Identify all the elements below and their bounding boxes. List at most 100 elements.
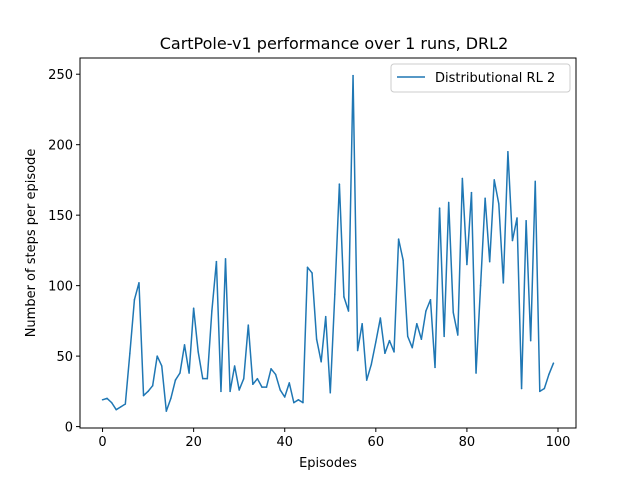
data-point bbox=[493, 179, 495, 181]
data-point bbox=[429, 298, 432, 301]
data-point bbox=[170, 397, 172, 400]
data-point bbox=[270, 368, 272, 370]
data-point bbox=[324, 315, 327, 318]
y-tick-label: 150 bbox=[48, 209, 73, 224]
data-point bbox=[138, 282, 140, 284]
data-point bbox=[147, 390, 149, 393]
y-tick-label: 50 bbox=[56, 350, 73, 365]
data-point bbox=[406, 335, 409, 338]
data-point bbox=[211, 310, 213, 312]
data-point bbox=[179, 372, 181, 374]
data-point bbox=[165, 410, 168, 412]
data-point bbox=[156, 355, 158, 357]
data-point bbox=[466, 263, 468, 266]
data-point bbox=[416, 322, 418, 325]
data-point bbox=[347, 310, 350, 312]
data-point bbox=[352, 74, 354, 77]
data-point bbox=[543, 387, 546, 390]
data-point bbox=[129, 352, 131, 355]
data-point bbox=[438, 207, 441, 209]
data-point bbox=[183, 344, 186, 346]
data-point bbox=[479, 284, 482, 287]
data-point bbox=[265, 386, 268, 388]
x-tick-label: 20 bbox=[185, 435, 202, 450]
data-point bbox=[548, 373, 550, 376]
data-point bbox=[452, 311, 455, 314]
y-tick-label: 250 bbox=[48, 68, 73, 83]
data-point bbox=[539, 390, 541, 393]
data-point bbox=[315, 338, 318, 340]
chart-title: CartPole-v1 performance over 1 runs, DRL… bbox=[160, 34, 509, 53]
x-tick-label: 80 bbox=[459, 435, 476, 450]
data-point bbox=[252, 383, 254, 386]
data-point bbox=[388, 339, 391, 342]
data-point bbox=[384, 352, 386, 355]
data-point bbox=[397, 238, 400, 240]
x-axis-label: Episodes bbox=[299, 456, 357, 471]
data-point bbox=[293, 401, 295, 404]
data-point bbox=[106, 397, 108, 400]
data-point bbox=[420, 338, 423, 340]
data-point bbox=[361, 322, 363, 325]
legend: Distributional RL 2 bbox=[390, 63, 571, 93]
x-tick-label: 100 bbox=[546, 435, 571, 450]
data-point bbox=[425, 310, 427, 312]
data-point bbox=[457, 334, 459, 336]
data-point bbox=[242, 377, 245, 380]
data-point bbox=[110, 401, 113, 404]
data-point bbox=[329, 392, 332, 394]
data-point bbox=[475, 372, 477, 374]
data-point bbox=[525, 220, 527, 222]
legend-label: Distributional RL 2 bbox=[435, 71, 555, 86]
data-point bbox=[443, 335, 445, 338]
data-point bbox=[370, 363, 373, 366]
data-point bbox=[470, 191, 473, 194]
data-point bbox=[552, 362, 555, 364]
data-point bbox=[529, 339, 532, 342]
data-point bbox=[365, 379, 368, 381]
data-point bbox=[320, 361, 322, 363]
data-point bbox=[502, 282, 505, 284]
data-point bbox=[311, 272, 313, 274]
data-point bbox=[133, 298, 136, 301]
data-point bbox=[356, 349, 359, 352]
data-point bbox=[197, 351, 199, 353]
data-point bbox=[215, 260, 218, 263]
data-point bbox=[124, 403, 127, 405]
data-point bbox=[520, 387, 523, 390]
data-point bbox=[206, 377, 209, 380]
data-point bbox=[283, 396, 286, 398]
data-point bbox=[297, 399, 300, 401]
data-point bbox=[192, 307, 195, 309]
data-point bbox=[161, 365, 163, 367]
x-axis: 0 20 40 60 80 100 bbox=[98, 428, 570, 450]
data-point bbox=[402, 259, 404, 262]
data-point bbox=[507, 150, 509, 153]
series-line bbox=[102, 74, 555, 412]
data-point bbox=[101, 399, 104, 401]
data-point bbox=[120, 406, 122, 408]
data-point bbox=[279, 389, 281, 391]
data-point bbox=[238, 389, 240, 391]
data-point bbox=[220, 390, 222, 393]
y-axis: 0 50 100 150 200 250 bbox=[48, 68, 80, 436]
data-point bbox=[174, 379, 177, 381]
data-point bbox=[338, 183, 341, 185]
data-point bbox=[447, 201, 450, 204]
data-point bbox=[201, 377, 204, 380]
data-point bbox=[534, 180, 536, 183]
y-axis-label: Number of steps per episode bbox=[24, 149, 39, 338]
data-point bbox=[233, 365, 236, 367]
axes-frame bbox=[79, 57, 577, 429]
x-tick-label: 60 bbox=[368, 435, 385, 450]
data-point bbox=[484, 197, 486, 199]
data-point bbox=[334, 293, 336, 295]
data-point bbox=[379, 317, 382, 319]
x-tick-label: 0 bbox=[98, 435, 106, 450]
data-point bbox=[511, 239, 514, 242]
data-point bbox=[375, 341, 377, 343]
data-point bbox=[434, 366, 436, 369]
data-point bbox=[229, 390, 231, 393]
y-tick-label: 0 bbox=[65, 421, 73, 436]
